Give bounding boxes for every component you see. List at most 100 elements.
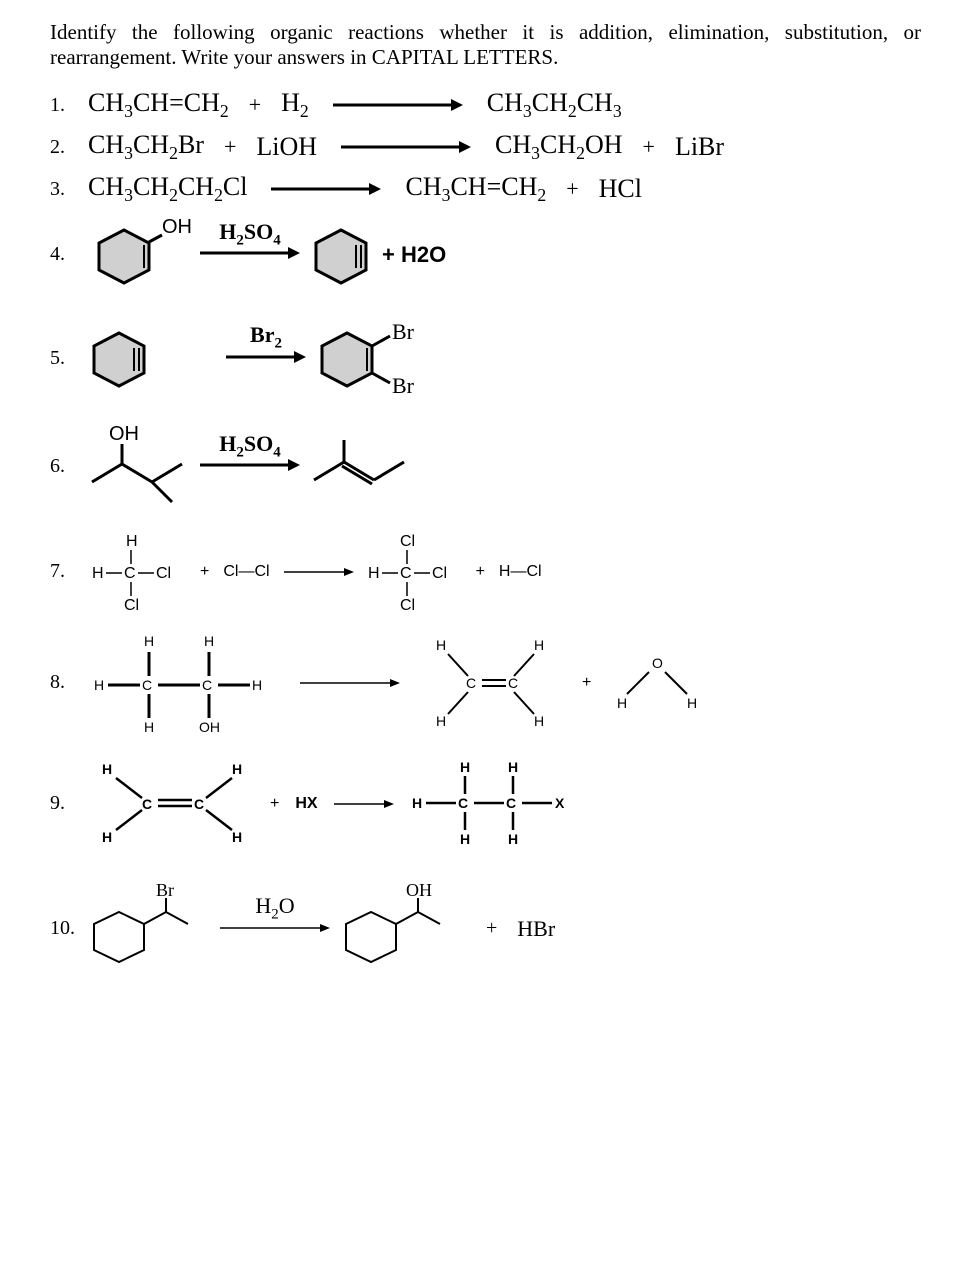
- q3-product2: HCl: [599, 174, 642, 204]
- q2-product1: CH3CH2OH: [495, 130, 623, 164]
- plus-icon: +: [566, 176, 578, 202]
- svg-text:H: H: [534, 637, 544, 653]
- question-8: 8. H H H C C H H OH H H C C H H + O H: [50, 628, 921, 738]
- question-4: 4. OH H2SO4 + H2O: [50, 215, 921, 295]
- svg-text:C: C: [466, 675, 476, 691]
- svg-text:C: C: [142, 796, 152, 812]
- plus-icon: +: [476, 563, 485, 581]
- svg-text:H: H: [460, 759, 470, 775]
- plus-icon: +: [270, 795, 279, 813]
- arrow-icon: [284, 565, 354, 579]
- svg-text:H: H: [144, 633, 154, 649]
- q1-reactant1: CH3CH=CH2: [88, 88, 229, 122]
- q10-product2: HBr: [517, 916, 555, 942]
- oh-label: OH: [406, 884, 432, 900]
- ethene-struct-icon: H H C C H H: [406, 628, 576, 738]
- br-label: Br: [392, 319, 415, 344]
- ethanol-struct-icon: H H H C C H H OH: [84, 628, 294, 738]
- hcl-label: H—Cl: [499, 563, 542, 581]
- svg-text:Cl: Cl: [124, 597, 139, 612]
- svg-text:H: H: [436, 637, 446, 653]
- svg-text:C: C: [400, 565, 412, 582]
- question-10: 10. Br H2O OH + HBr: [50, 884, 921, 974]
- q4-reagent: H2SO4: [219, 219, 280, 249]
- svg-text:H: H: [460, 831, 470, 847]
- q3-num: 3.: [50, 178, 78, 201]
- plus-icon: +: [643, 134, 655, 160]
- svg-text:OH: OH: [199, 719, 220, 735]
- question-2: 2. CH3CH2Br + LiOH CH3CH2OH + LiBr: [50, 130, 921, 164]
- svg-text:C: C: [506, 795, 516, 811]
- question-1: 1. CH3CH=CH2 + H2 CH3CH2CH3: [50, 88, 921, 122]
- plus-icon: +: [249, 92, 261, 118]
- cyclohexanol-icon: OH: [84, 215, 194, 295]
- q2-reactant2: LiOH: [256, 132, 317, 162]
- haloethane-struct-icon: H H H C C X H H: [400, 754, 600, 854]
- svg-text:X: X: [555, 795, 565, 811]
- svg-text:C: C: [458, 795, 468, 811]
- br-label: Br: [392, 373, 415, 398]
- svg-text:H: H: [508, 831, 518, 847]
- q10-num: 10.: [50, 917, 78, 940]
- question-7: 7. H H C Cl Cl + Cl—Cl Cl H C Cl Cl + H—…: [50, 532, 921, 612]
- svg-text:Cl: Cl: [432, 565, 447, 582]
- arrow-icon: [271, 181, 381, 197]
- water-struct-icon: O H H: [597, 648, 717, 718]
- q9-num: 9.: [50, 792, 78, 815]
- q4-num: 4.: [50, 243, 78, 266]
- cyclohexene-icon: [306, 215, 376, 295]
- chloromethane-struct-icon: H H C Cl Cl: [84, 532, 194, 612]
- svg-text:C: C: [194, 796, 204, 812]
- q6-reagent: H2SO4: [219, 431, 280, 461]
- q3-product1: CH3CH=CH2: [405, 172, 546, 206]
- svg-text:H: H: [534, 713, 544, 729]
- q1-reactant2: H2: [281, 88, 309, 122]
- svg-text:C: C: [508, 675, 518, 691]
- svg-text:O: O: [652, 655, 663, 671]
- question-5: 5. Br2 Br Br: [50, 311, 921, 406]
- svg-text:H: H: [94, 677, 104, 693]
- arrow-icon: [220, 921, 330, 935]
- plus-icon: +: [582, 674, 591, 692]
- br-label: Br: [156, 884, 174, 900]
- svg-text:Cl: Cl: [400, 597, 415, 612]
- svg-text:H: H: [232, 829, 242, 845]
- arrow-icon: [333, 97, 463, 113]
- plus-icon: +: [486, 917, 497, 940]
- q2-product2: LiBr: [675, 132, 724, 162]
- svg-text:H: H: [436, 713, 446, 729]
- bromocyclohexane-icon: Br: [84, 884, 214, 974]
- q1-num: 1.: [50, 94, 78, 117]
- svg-text:H: H: [617, 695, 627, 711]
- arrow-icon: [341, 139, 471, 155]
- ethene-struct-icon: H H C C H H: [84, 754, 264, 854]
- svg-text:H: H: [102, 761, 112, 777]
- question-3: 3. CH3CH2CH2Cl CH3CH=CH2 + HCl: [50, 172, 921, 206]
- svg-text:Cl: Cl: [400, 533, 415, 550]
- svg-text:H: H: [508, 759, 518, 775]
- hx-label: HX: [295, 795, 317, 813]
- svg-text:H: H: [92, 565, 104, 582]
- plus-icon: +: [224, 134, 236, 160]
- arrow-icon: [300, 676, 400, 690]
- tert-butanol-icon: OH: [84, 422, 194, 512]
- svg-text:H: H: [368, 565, 380, 582]
- oh-label: OH: [109, 423, 139, 445]
- q5-num: 5.: [50, 347, 78, 370]
- svg-text:Cl: Cl: [156, 565, 171, 582]
- q8-num: 8.: [50, 671, 78, 694]
- svg-text:H: H: [412, 795, 422, 811]
- svg-text:C: C: [142, 677, 152, 693]
- dichloromethane-struct-icon: Cl H C Cl Cl: [360, 532, 470, 612]
- plus-icon: +: [200, 563, 209, 581]
- svg-text:H: H: [252, 677, 262, 693]
- svg-text:H: H: [687, 695, 697, 711]
- q3-reactant1: CH3CH2CH2Cl: [88, 172, 247, 206]
- svg-text:H: H: [144, 719, 154, 735]
- cl2-label: Cl—Cl: [223, 563, 269, 581]
- svg-text:C: C: [202, 677, 212, 693]
- q4-product2: + H2O: [382, 242, 446, 268]
- svg-text:H: H: [232, 761, 242, 777]
- svg-text:C: C: [124, 565, 136, 582]
- instructions-text: Identify the following organic reactions…: [50, 20, 921, 70]
